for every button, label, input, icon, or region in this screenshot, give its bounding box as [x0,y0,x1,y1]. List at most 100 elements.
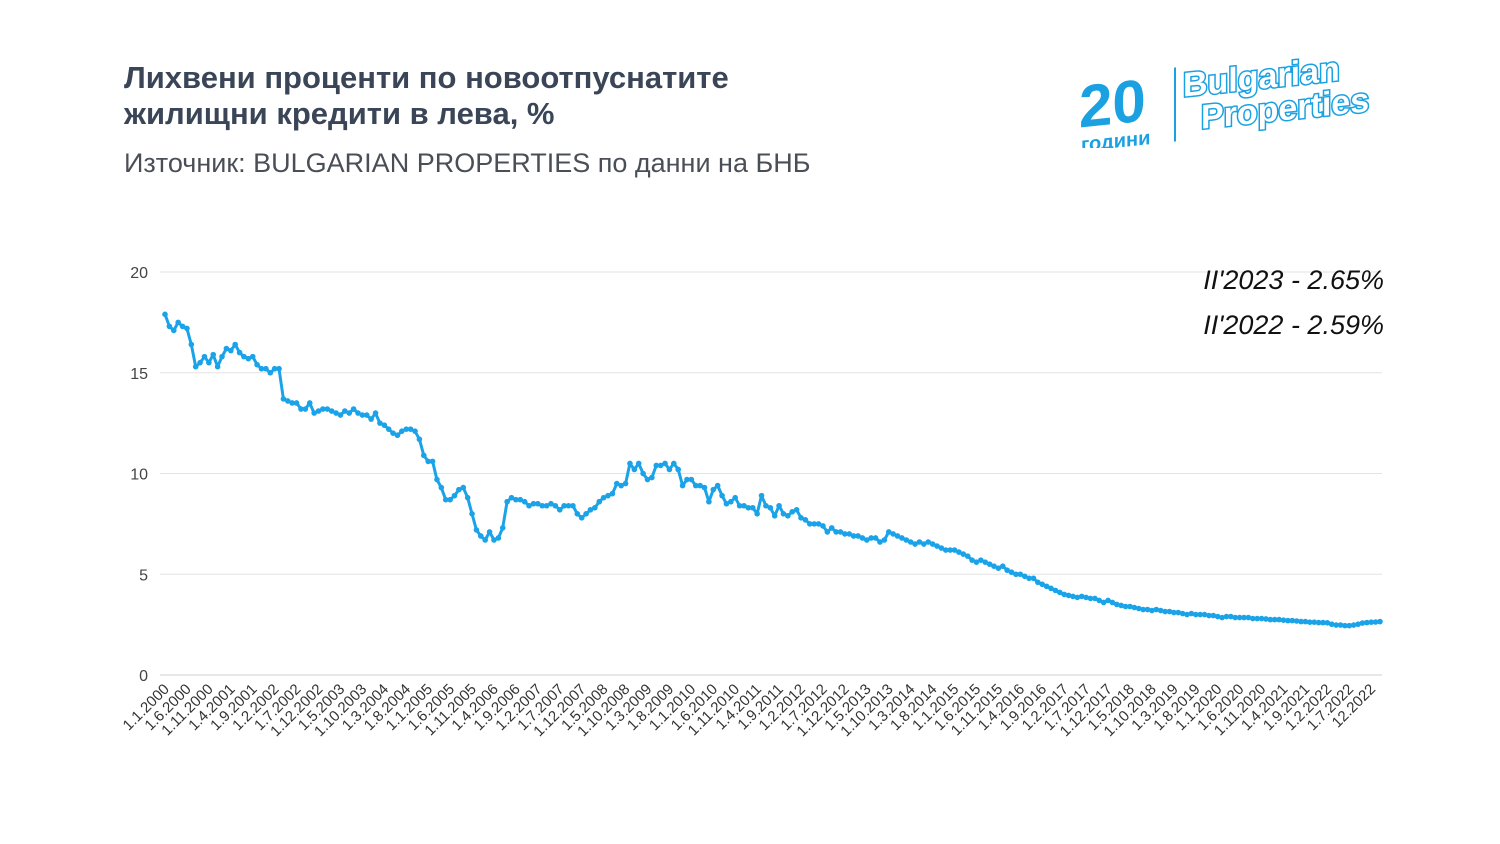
data-point [447,496,453,503]
data-point [1105,597,1111,604]
data-point [263,365,269,372]
data-point [938,545,945,551]
data-point [1201,611,1208,618]
data-point [429,458,436,465]
data-point [565,502,572,509]
data-point [991,563,997,569]
data-point [350,406,357,412]
data-point [1320,619,1326,626]
data-point [1175,609,1182,616]
data-point [811,521,817,527]
data-point [1315,619,1322,626]
data-point [420,452,427,459]
data-point [1372,619,1379,625]
data-point [666,466,673,473]
data-point [1004,567,1010,574]
data-point [894,533,901,539]
data-point [613,480,620,487]
data-point [973,559,980,565]
data-point [1114,601,1120,608]
data-point [236,349,243,356]
grid [160,271,1382,676]
data-point [714,482,721,489]
data-point [1324,620,1331,626]
data-point [324,406,331,412]
data-point [570,502,576,509]
data-point [456,486,462,493]
data-point [912,541,918,547]
data-point [1276,616,1282,623]
data-point [438,484,445,491]
data-point [219,353,225,360]
data-point [526,502,532,509]
data-point [1328,621,1335,628]
x-axis: 1.1.20001.6.20001.11.20001.4.20011.9.200… [120,681,1380,740]
data-point [271,365,278,372]
data-point [342,408,348,414]
series-points [162,311,1383,629]
data-point [706,498,712,505]
series-line [163,313,1381,628]
data-point [1364,619,1370,626]
data-point [605,492,611,499]
data-point [1127,603,1133,610]
data-point [763,502,769,509]
data-point [907,539,914,545]
data-point [232,341,238,348]
data-point [1333,622,1339,628]
data-point [1092,595,1098,602]
data-point [578,515,585,521]
data-point [631,466,638,473]
data-point [1232,614,1239,621]
data-point [179,323,186,330]
data-point [653,462,660,469]
data-point [850,533,857,539]
data-point [1241,614,1247,621]
data-point [929,541,936,547]
data-point [1008,569,1015,576]
data-point [600,494,607,501]
data-point [885,529,892,535]
data-point [947,547,953,553]
data-point [1070,593,1076,600]
data-point [210,351,217,358]
data-point [1206,612,1212,619]
data-point [1258,615,1265,622]
data-point [1100,599,1107,606]
data-point [758,492,765,499]
data-point [320,406,326,412]
data-point [469,511,475,517]
data-point [206,359,212,366]
data-point [508,494,515,501]
data-point [491,537,497,543]
data-point [872,535,879,541]
data-point [820,523,826,529]
data-point [333,410,339,416]
data-point [903,537,910,543]
data-point [499,525,506,531]
data-point [381,422,388,428]
y-tick-label: 20 [130,265,148,282]
data-point [1289,617,1296,624]
data-point [806,521,813,527]
data-point [837,529,844,535]
data-point [754,511,760,517]
data-point [1144,606,1151,613]
data-point [346,410,353,416]
data-point [1135,605,1142,612]
data-point [337,412,344,418]
data-point [298,406,304,412]
data-point [1171,609,1177,616]
data-point [1263,616,1269,622]
data-point [166,323,173,330]
chart-subtitle: Източник: BULGARIAN PROPERTIES по данни … [124,148,811,178]
data-point [719,492,725,499]
data-point [1074,594,1081,601]
data-point [842,531,848,537]
data-point [1109,599,1116,606]
data-point [1192,611,1199,618]
data-point [241,353,247,360]
data-point [561,502,567,509]
logo-years: години [1081,127,1150,148]
